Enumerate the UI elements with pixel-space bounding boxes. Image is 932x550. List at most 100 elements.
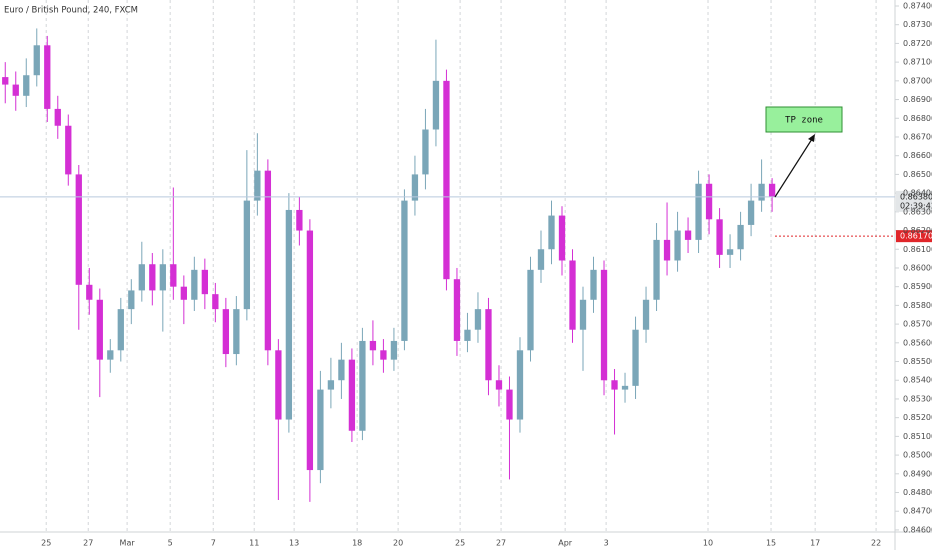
candle-body: [495, 380, 503, 390]
candle-body: [348, 359, 356, 431]
candle-body: [726, 249, 734, 255]
candle-body: [65, 125, 72, 175]
candle-body: [642, 299, 650, 330]
x-tick-label: 27: [83, 539, 93, 548]
arrow-line: [774, 138, 813, 198]
candle-body: [474, 309, 482, 330]
candle-body: [716, 219, 723, 255]
candle-body: [537, 249, 545, 270]
candle-body: [296, 209, 303, 231]
x-tick-label: Apr: [558, 539, 573, 548]
candle-body: [506, 389, 513, 420]
candle-body: [317, 389, 324, 471]
candle-body: [621, 385, 629, 390]
candle-body: [86, 284, 93, 300]
candle-body: [170, 264, 177, 287]
candle-body: [107, 350, 114, 360]
last-price-box: [896, 190, 932, 212]
candle-body: [212, 294, 219, 310]
x-tick-label: 25: [41, 539, 51, 548]
candle-body: [558, 215, 566, 261]
candle-body: [54, 108, 61, 126]
candle-body: [768, 183, 776, 197]
candle-body: [306, 230, 314, 471]
candle-body: [422, 129, 429, 175]
candle-body: [390, 340, 398, 360]
candle-body: [485, 309, 492, 381]
candle-body: [632, 329, 639, 386]
candle-body: [548, 215, 555, 250]
candle-body: [138, 264, 145, 291]
candle-body: [275, 350, 282, 420]
candle-body: [684, 230, 692, 240]
candle-body: [369, 340, 377, 351]
candle-body: [222, 309, 230, 355]
x-tick-label: 13: [289, 539, 299, 548]
candle-body: [443, 80, 450, 280]
candle-body: [663, 239, 671, 261]
candle-body: [464, 329, 471, 341]
overlays: [0, 190, 932, 243]
y-tick-label: 0.84600: [903, 525, 932, 534]
candle-body: [338, 359, 345, 381]
candle-body: [254, 170, 261, 201]
candle-body: [327, 380, 335, 390]
candle-body: [674, 230, 681, 261]
x-tick-label: 20: [393, 539, 403, 548]
candle-body: [653, 239, 660, 300]
candle-body: [23, 75, 30, 96]
candle-body: [590, 269, 597, 300]
x-tick-label: 15: [766, 539, 776, 548]
candle-body: [191, 269, 198, 300]
candle-body: [117, 309, 124, 351]
candle-body: [75, 174, 82, 285]
x-tick-label: 11: [249, 539, 259, 548]
candle-body: [737, 224, 744, 250]
candle-body: [149, 264, 156, 291]
x-tick-label: 18: [352, 539, 362, 548]
candle-body: [527, 269, 534, 351]
candle-body: [705, 183, 713, 220]
candle-body: [453, 279, 461, 341]
candle-body: [380, 350, 387, 360]
x-tick-label: Mar: [120, 539, 136, 548]
level-box: [896, 230, 932, 243]
x-tick-label: 25: [455, 539, 465, 548]
x-tick-label: 3: [604, 539, 609, 548]
candle-body: [516, 350, 524, 420]
candle-body: [758, 183, 765, 201]
candle-body: [12, 84, 19, 96]
candle-body: [600, 269, 608, 381]
candle-body: [285, 209, 293, 420]
x-tick-label: 17: [810, 539, 820, 548]
candle-body: [695, 183, 702, 240]
x-tick-label: 22: [871, 539, 881, 548]
candle-body: [411, 174, 419, 201]
candle-body: [201, 269, 208, 295]
arrow-head: [808, 134, 815, 142]
candle-body: [243, 200, 251, 310]
candle-body: [432, 80, 440, 130]
grid: [45, 0, 899, 532]
